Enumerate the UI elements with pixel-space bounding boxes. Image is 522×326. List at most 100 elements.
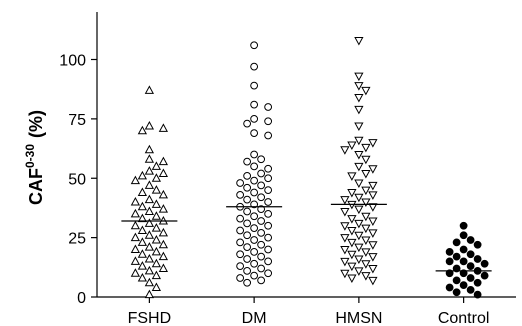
data-point	[354, 151, 364, 160]
data-point	[354, 82, 364, 91]
data-point	[354, 267, 364, 276]
data-point	[340, 208, 350, 217]
data-point	[257, 228, 266, 237]
data-point	[466, 285, 475, 294]
x-tick-label: Control	[438, 310, 490, 326]
data-point	[361, 186, 371, 196]
data-point	[250, 247, 259, 256]
data-point	[137, 249, 148, 258]
data-point	[354, 105, 364, 115]
data-point	[459, 257, 468, 266]
data-point	[144, 218, 155, 227]
data-point	[243, 183, 252, 192]
y-axis-label: CAF0-30 (%)	[23, 110, 46, 205]
data-point	[459, 231, 468, 240]
data-point	[452, 252, 461, 261]
data-point	[361, 170, 371, 179]
data-point	[466, 274, 475, 282]
data-point	[257, 217, 266, 225]
data-point	[368, 265, 378, 274]
data-point	[243, 207, 252, 216]
data-point	[466, 250, 475, 259]
data-point	[151, 199, 162, 208]
data-point	[445, 269, 454, 278]
data-point	[257, 240, 266, 249]
data-point	[340, 146, 350, 155]
data-point	[250, 224, 259, 233]
data-point	[361, 272, 371, 281]
data-point	[236, 190, 245, 199]
data-point	[459, 281, 468, 290]
x-tick-label: HMSN	[335, 310, 382, 326]
data-point	[250, 81, 259, 90]
data-point	[144, 120, 155, 130]
data-point	[368, 191, 378, 200]
data-point	[368, 181, 378, 191]
data-point	[130, 256, 141, 265]
data-point	[151, 258, 162, 268]
data-point	[137, 187, 148, 196]
data-point	[236, 238, 245, 247]
data-point	[368, 139, 378, 148]
data-point	[158, 227, 169, 237]
data-point	[264, 269, 273, 278]
data-point	[158, 251, 169, 261]
data-point	[473, 290, 482, 299]
data-point	[340, 196, 350, 205]
data-point	[361, 212, 371, 222]
data-point	[144, 154, 155, 163]
data-point	[250, 188, 259, 197]
data-point	[137, 125, 148, 135]
data-point	[264, 198, 273, 206]
data-point	[243, 243, 252, 252]
data-point	[130, 244, 141, 253]
data-point	[340, 234, 350, 243]
data-point	[243, 157, 252, 166]
data-point	[480, 259, 489, 268]
data-point	[354, 37, 364, 46]
data-point	[243, 278, 252, 287]
data-point	[347, 238, 357, 248]
data-point	[368, 217, 378, 227]
data-point	[361, 155, 371, 165]
data-point	[236, 214, 245, 223]
data-point	[445, 247, 454, 256]
data-point	[250, 114, 259, 123]
data-point	[236, 262, 245, 271]
data-point	[264, 186, 273, 195]
data-point	[340, 257, 350, 267]
data-point	[361, 86, 371, 96]
data-point	[130, 268, 141, 277]
data-point	[368, 241, 378, 250]
data-point	[243, 171, 252, 180]
data-point	[368, 276, 378, 286]
data-point	[354, 231, 364, 241]
data-point	[257, 276, 266, 285]
data-point	[264, 164, 273, 173]
x-tick-label: FSHD	[128, 310, 172, 326]
data-point	[144, 194, 155, 204]
data-point	[264, 209, 273, 218]
data-point	[459, 221, 468, 230]
data-point	[250, 41, 259, 50]
data-point	[257, 193, 266, 202]
data-point	[250, 62, 259, 71]
data-point	[158, 189, 169, 199]
data-point	[361, 224, 371, 234]
data-point	[264, 245, 273, 254]
y-axis-label-superscript: 0-30	[23, 144, 37, 168]
data-point	[250, 150, 259, 159]
data-point	[354, 162, 364, 172]
data-point	[250, 162, 259, 171]
data-point	[257, 264, 266, 273]
data-point	[354, 72, 364, 82]
data-point	[347, 189, 357, 198]
data-point	[473, 278, 482, 287]
data-point	[250, 271, 259, 280]
data-point	[250, 236, 259, 244]
data-point	[158, 204, 169, 213]
data-point	[137, 237, 148, 246]
data-point	[264, 103, 273, 111]
data-point	[480, 271, 489, 280]
data-point	[257, 155, 266, 164]
